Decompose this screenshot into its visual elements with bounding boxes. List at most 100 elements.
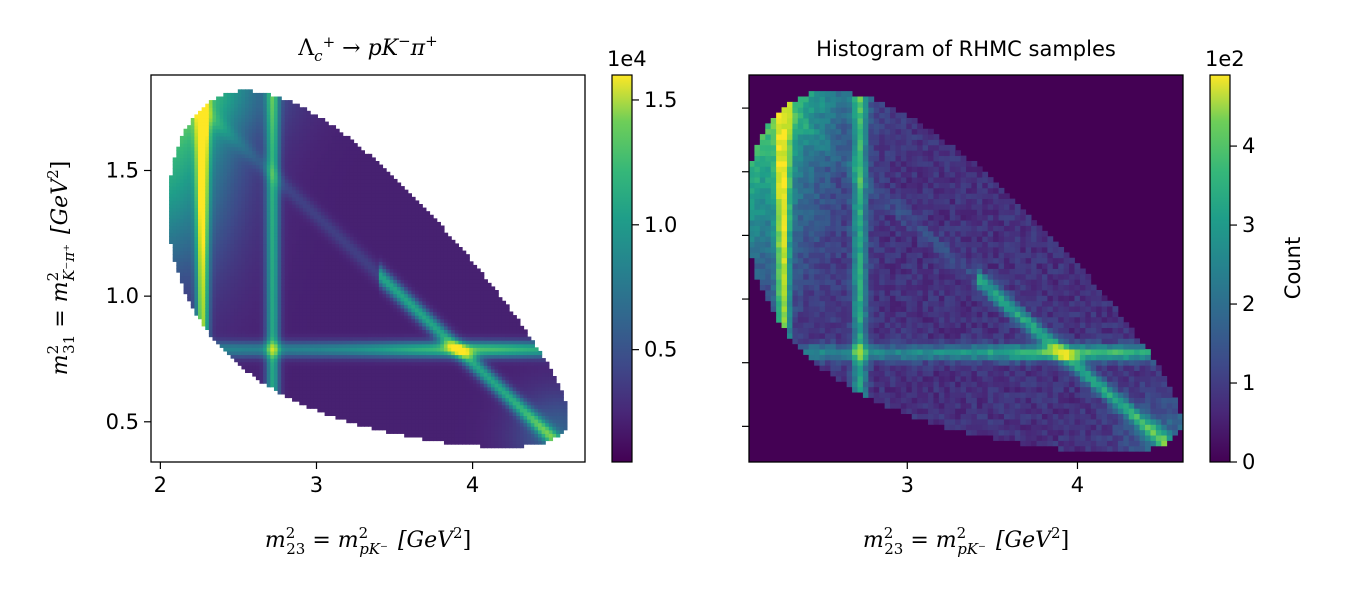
heatmap-cell [306, 311, 311, 316]
heatmap-cell [339, 247, 344, 252]
heatmap-cell [375, 261, 380, 266]
heatmap-cell [216, 121, 221, 126]
heatmap-cell [299, 236, 304, 241]
heatmap-cell [339, 268, 344, 273]
heatmap-cell [194, 186, 199, 191]
heatmap-cell [266, 325, 271, 331]
heatmap-cell [255, 161, 261, 166]
heatmap-cell [342, 411, 347, 417]
heatmap-cell [404, 336, 409, 341]
heatmap-cell [273, 343, 279, 348]
heatmap-cell [317, 393, 322, 399]
heatmap-cell [357, 243, 362, 248]
heatmap-cell [378, 247, 384, 252]
heatmap-cell [335, 279, 340, 284]
heatmap-cell [212, 110, 217, 116]
heatmap-cell [205, 114, 210, 119]
heatmap-cell [273, 182, 279, 187]
heatmap-cell [396, 393, 402, 399]
heatmap-cell [389, 204, 394, 209]
heatmap-cell [284, 110, 290, 116]
heatmap-cell [172, 214, 177, 219]
heatmap-cell [339, 383, 344, 388]
heatmap-cell [273, 350, 279, 356]
heatmap-cell [339, 340, 344, 345]
heatmap-cell [252, 103, 257, 108]
heatmap-cell [266, 322, 271, 327]
heatmap-cell [273, 171, 279, 176]
heatmap-cell [360, 150, 365, 155]
heatmap-cell [284, 139, 290, 144]
heatmap-cell [219, 150, 224, 155]
heatmap-cell [237, 178, 243, 184]
heatmap-cell [292, 175, 297, 180]
heatmap-cell [368, 350, 373, 356]
heatmap-cell [393, 297, 398, 302]
heatmap-cell [241, 164, 246, 169]
heatmap-cell [266, 282, 271, 288]
heatmap-cell [255, 92, 261, 98]
heatmap-cell [259, 350, 264, 356]
heatmap-cell [411, 365, 416, 370]
heatmap-cell [331, 132, 337, 137]
heatmap-cell [169, 189, 174, 194]
heatmap-cell [371, 307, 376, 313]
heatmap-cell [317, 236, 322, 241]
heatmap-cell [396, 232, 402, 237]
heatmap-cell [205, 257, 210, 262]
heatmap-cell [393, 264, 398, 270]
heatmap-cell [273, 125, 279, 130]
heatmap-cell [223, 247, 228, 252]
heatmap-cell [176, 153, 181, 159]
heatmap-cell [248, 204, 253, 209]
heatmap-cell [248, 150, 253, 155]
heatmap-cell [237, 225, 243, 230]
heatmap-cell [219, 211, 224, 216]
heatmap-cell [194, 178, 199, 184]
heatmap-cell [266, 92, 271, 98]
heatmap-cell [284, 232, 290, 237]
heatmap-cell [284, 343, 290, 348]
heatmap-cell [226, 293, 232, 298]
heatmap-cell [331, 311, 337, 316]
heatmap-cell [281, 168, 286, 173]
heatmap-cell [205, 182, 210, 187]
heatmap-cell [320, 347, 326, 352]
heatmap-cell [386, 261, 391, 266]
heatmap-cell [368, 261, 373, 266]
heatmap-cell [371, 264, 376, 270]
heatmap-cell [389, 390, 394, 395]
heatmap-cell [295, 135, 300, 141]
heatmap-cell [360, 250, 365, 255]
heatmap-cell [324, 161, 329, 166]
heatmap-cell [306, 250, 311, 255]
heatmap-cell [375, 350, 380, 356]
heatmap-cell [234, 329, 239, 334]
heatmap-cell [389, 257, 394, 262]
heatmap-cell [324, 232, 329, 237]
heatmap-cell [339, 186, 344, 191]
heatmap-cell [241, 128, 246, 133]
heatmap-cell [281, 307, 286, 313]
heatmap-cell [320, 143, 326, 148]
heatmap-cell [386, 372, 391, 377]
heatmap-cell [302, 286, 308, 291]
heatmap-cell [237, 100, 243, 105]
heatmap-cell [346, 325, 351, 331]
heatmap-cell [248, 125, 253, 130]
heatmap-cell [281, 118, 286, 123]
heatmap-cell [368, 250, 373, 255]
heatmap-cell [404, 347, 409, 352]
heatmap-cell [281, 386, 286, 391]
heatmap-cell [360, 293, 365, 298]
heatmap-cell [216, 193, 221, 198]
heatmap-cell [230, 196, 235, 202]
heatmap-cell [205, 318, 210, 323]
heatmap-cell [234, 157, 239, 162]
heatmap-cell [302, 272, 308, 277]
heatmap-cell [299, 304, 304, 309]
heatmap-cell [245, 110, 250, 116]
heatmap-cell [223, 300, 228, 305]
heatmap-cell [237, 132, 243, 137]
heatmap-cell [339, 150, 344, 155]
